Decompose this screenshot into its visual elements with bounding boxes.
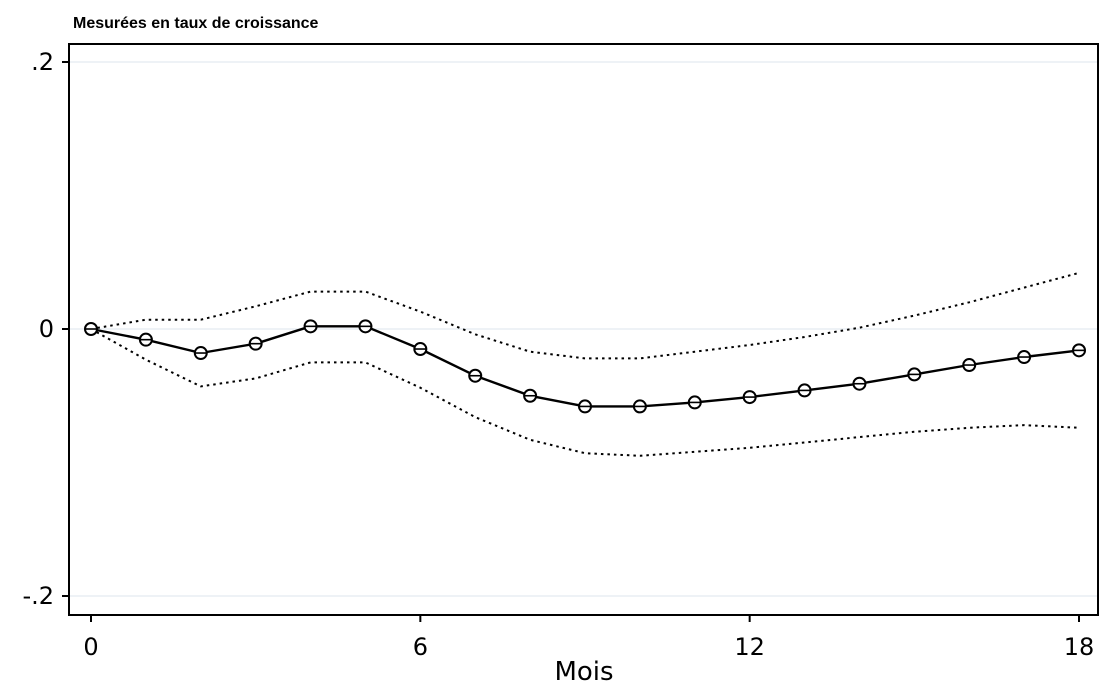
response-point <box>193 346 208 361</box>
response-point <box>303 319 318 334</box>
upper-band-line <box>90 271 1080 360</box>
chart-title: Mesurées en taux de croissance <box>73 15 319 32</box>
response-point <box>358 319 373 334</box>
response-point <box>962 358 977 373</box>
x-axis-label: Mois <box>554 657 613 684</box>
response-point <box>578 399 592 414</box>
response-point <box>687 395 702 410</box>
marker-layer <box>84 319 1086 414</box>
gridlines <box>70 61 1097 597</box>
x-tick-label: 0 <box>83 633 98 661</box>
response-point <box>84 322 98 336</box>
response-point <box>852 376 867 391</box>
x-tick-label: 6 <box>413 633 428 661</box>
response-point <box>468 368 483 383</box>
lower-band-line <box>90 328 1080 457</box>
x-tick-label: 18 <box>1064 633 1095 661</box>
x-tick-label: 12 <box>734 633 765 661</box>
response-point <box>1017 350 1032 365</box>
y-tick-label: .2 <box>31 48 54 76</box>
response-point <box>413 342 428 357</box>
response-point <box>797 383 812 398</box>
response-point <box>523 388 538 403</box>
response-point <box>138 332 153 347</box>
response-point <box>907 367 922 382</box>
response-line <box>90 325 1080 408</box>
response-point <box>248 336 263 351</box>
series-layer <box>90 271 1080 457</box>
response-point <box>742 390 757 405</box>
response-point <box>1072 343 1086 358</box>
axes: .2 0 -.2 0 6 12 18 <box>22 48 1094 661</box>
response-point <box>632 399 647 414</box>
y-tick-label: -.2 <box>22 582 54 610</box>
y-tick-label: 0 <box>39 315 54 343</box>
